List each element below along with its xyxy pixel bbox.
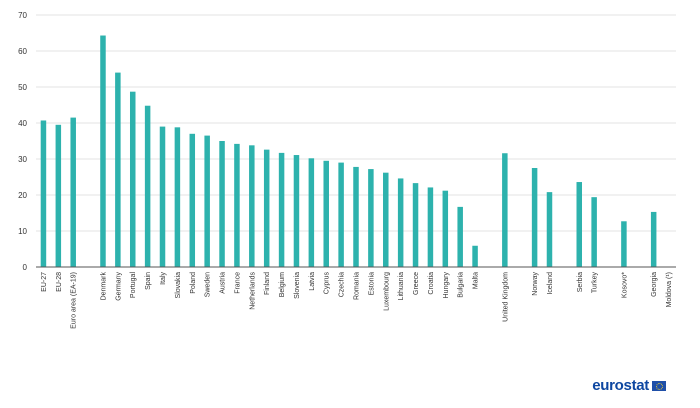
bar-slovakia [174, 127, 181, 267]
bar-kosovo [621, 221, 627, 267]
y-axis-tick-labels: 0 10 20 30 40 50 60 70 [18, 11, 27, 272]
bar-czechia [338, 162, 344, 267]
bar-austria [219, 141, 225, 267]
x-tick-label: Spain [145, 272, 152, 290]
x-tick-label: Serbia [577, 272, 584, 292]
bar-netherlands [249, 145, 255, 267]
x-tick-label: Euro area (EA-19) [71, 272, 78, 329]
bar-norway [531, 168, 538, 267]
y-tick-label: 50 [18, 83, 27, 92]
x-tick-label: United Kingdom [502, 272, 509, 322]
y-tick-label: 70 [18, 11, 27, 20]
x-tick-label: Iceland [547, 272, 554, 295]
x-tick-label: Turkey [592, 272, 599, 294]
bar-serbia [576, 182, 583, 267]
x-tick-label: Italy [160, 272, 167, 285]
bar-cyprus [323, 160, 329, 267]
x-tick-label: Kosovo* [621, 272, 628, 298]
bar-poland [189, 133, 196, 267]
x-tick-label: Austria [220, 272, 227, 294]
bar-france [234, 143, 240, 267]
eurostat-logo: eurostat [592, 377, 666, 394]
x-tick-label: Georgia [651, 272, 658, 297]
x-tick-label: Norway [532, 272, 539, 296]
bar-hungary [442, 190, 449, 267]
bar-belgium [278, 152, 285, 267]
x-tick-label: Netherlands [249, 272, 256, 310]
bar-italy [159, 126, 166, 267]
bar-romania [353, 166, 359, 267]
y-tick-label: 0 [23, 263, 28, 272]
bar-latvia [308, 158, 315, 267]
y-tick-label: 10 [18, 227, 27, 236]
x-tick-label: Germany [115, 272, 122, 301]
x-tick-label: Portugal [130, 272, 137, 299]
bar-eu-27 [40, 120, 47, 267]
bar-croatia [427, 187, 434, 267]
x-tick-label: Poland [190, 272, 197, 294]
y-tick-label: 20 [18, 191, 27, 200]
x-tick-label: EU-28 [56, 272, 63, 292]
bar-greece [412, 183, 419, 267]
bar-lithuania [397, 178, 404, 267]
x-tick-label: Estonia [368, 272, 375, 295]
bar-bulgaria [457, 206, 463, 267]
eurostat-logo-text: eurostat [592, 377, 649, 394]
bar-malta [472, 245, 478, 267]
gridlines [36, 14, 676, 232]
bar-euro-area-ea-19 [70, 117, 76, 267]
bar-denmark [100, 35, 106, 267]
x-tick-label: Malta [473, 272, 480, 289]
bar-eu-28 [55, 124, 62, 267]
x-tick-label: Latvia [309, 272, 316, 291]
x-tick-label: Finland [264, 272, 271, 295]
x-tick-label: Croatia [428, 272, 435, 295]
bar-iceland [546, 192, 553, 267]
bar-germany [115, 72, 121, 267]
y-tick-label: 40 [18, 119, 27, 128]
bar-spain [144, 105, 151, 267]
bar-turkey [591, 197, 597, 267]
bar-united-kingdom [502, 153, 508, 267]
x-tick-label: Belgium [279, 272, 286, 297]
bar-estonia [368, 169, 374, 267]
x-tick-label: Hungary [443, 272, 450, 299]
x-tick-label: Bulgaria [458, 272, 465, 298]
x-tick-label: Luxembourg [383, 272, 390, 311]
bar-georgia [650, 211, 657, 267]
x-tick-label: EU-27 [41, 272, 48, 292]
x-axis-tick-labels: EU-27 EU-28 Euro area (EA-19) Denmark German… [41, 272, 673, 329]
x-tick-label: France [234, 272, 241, 294]
x-tick-label: Moldova (¹) [666, 272, 673, 307]
x-tick-label: Slovakia [175, 272, 182, 299]
y-tick-label: 60 [18, 47, 27, 56]
x-tick-label: Greece [413, 272, 420, 295]
x-tick-label: Lithuania [398, 272, 405, 301]
x-tick-label: Cyprus [324, 272, 331, 295]
x-tick-label: Romania [354, 272, 361, 300]
x-tick-label: Czechia [339, 272, 346, 297]
x-tick-label: Denmark [100, 272, 107, 301]
x-tick-label: Sweden [205, 272, 212, 297]
bar-sweden [204, 135, 210, 267]
bars [40, 35, 657, 268]
bar-slovenia [293, 155, 300, 267]
x-tick-label: Slovenia [294, 272, 301, 299]
y-tick-label: 30 [18, 155, 27, 164]
bar-portugal [129, 91, 136, 268]
bar-luxembourg [383, 172, 389, 267]
eu-flag-icon [652, 380, 666, 391]
bar-finland [263, 149, 270, 267]
